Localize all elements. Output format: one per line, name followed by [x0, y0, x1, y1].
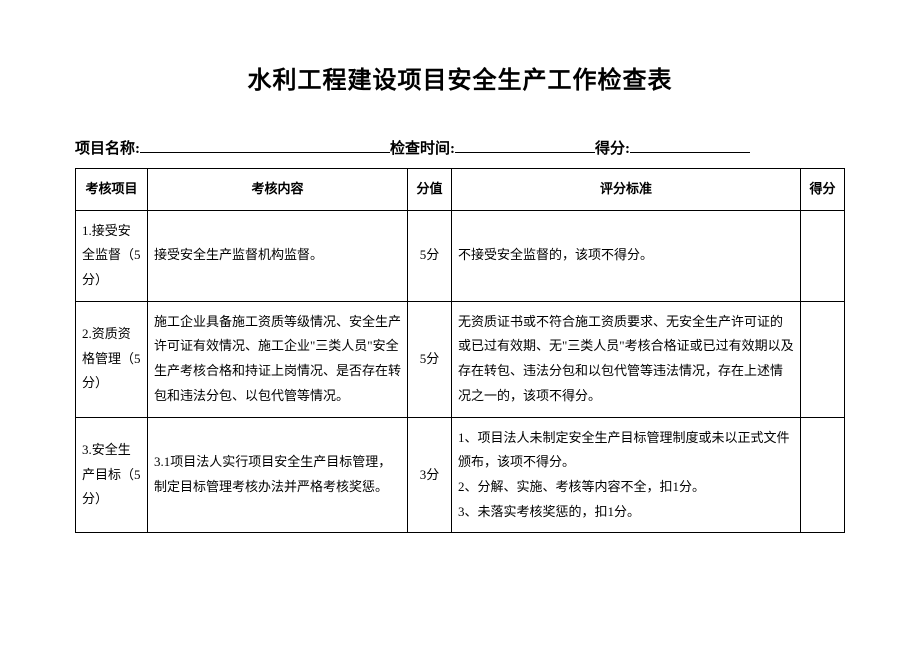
- cell-points: 3分: [408, 417, 452, 533]
- cell-criteria: 1、项目法人未制定安全生产目标管理制度或未以正式文件颁布，该项不得分。2、分解、…: [452, 417, 801, 533]
- table-header-row: 考核项目 考核内容 分值 评分标准 得分: [76, 169, 845, 211]
- project-name-field[interactable]: [140, 135, 390, 153]
- cell-points: 5分: [408, 210, 452, 301]
- cell-criteria: 无资质证书或不符合施工资质要求、无安全生产许可证的或已过有效期、无"三类人员"考…: [452, 301, 801, 417]
- page-title: 水利工程建设项目安全生产工作检查表: [75, 60, 845, 95]
- header-points: 分值: [408, 169, 452, 211]
- inspection-table: 考核项目 考核内容 分值 评分标准 得分 1.接受安全监督（5分） 接受安全生产…: [75, 168, 845, 533]
- cell-content: 3.1项目法人实行项目安全生产目标管理，制定目标管理考核办法并严格考核奖惩。: [148, 417, 408, 533]
- cell-item: 2.资质资格管理（5分）: [76, 301, 148, 417]
- header-criteria: 评分标准: [452, 169, 801, 211]
- cell-criteria: 不接受安全监督的，该项不得分。: [452, 210, 801, 301]
- cell-score[interactable]: [801, 301, 845, 417]
- cell-score[interactable]: [801, 210, 845, 301]
- table-row: 1.接受安全监督（5分） 接受安全生产监督机构监督。 5分 不接受安全监督的，该…: [76, 210, 845, 301]
- cell-content: 接受安全生产监督机构监督。: [148, 210, 408, 301]
- project-name-label: 项目名称:: [75, 137, 140, 158]
- cell-item: 3.安全生产目标（5分）: [76, 417, 148, 533]
- table-row: 3.安全生产目标（5分） 3.1项目法人实行项目安全生产目标管理，制定目标管理考…: [76, 417, 845, 533]
- header-item: 考核项目: [76, 169, 148, 211]
- table-row: 2.资质资格管理（5分） 施工企业具备施工资质等级情况、安全生产许可证有效情况、…: [76, 301, 845, 417]
- check-time-label: 检查时间:: [390, 137, 455, 158]
- header-content: 考核内容: [148, 169, 408, 211]
- check-time-field[interactable]: [455, 135, 595, 153]
- score-field[interactable]: [630, 135, 750, 153]
- header-score: 得分: [801, 169, 845, 211]
- form-header: 项目名称: 检查时间: 得分:: [75, 135, 845, 158]
- cell-score[interactable]: [801, 417, 845, 533]
- cell-points: 5分: [408, 301, 452, 417]
- score-label: 得分:: [595, 137, 630, 158]
- cell-item: 1.接受安全监督（5分）: [76, 210, 148, 301]
- cell-content: 施工企业具备施工资质等级情况、安全生产许可证有效情况、施工企业"三类人员"安全生…: [148, 301, 408, 417]
